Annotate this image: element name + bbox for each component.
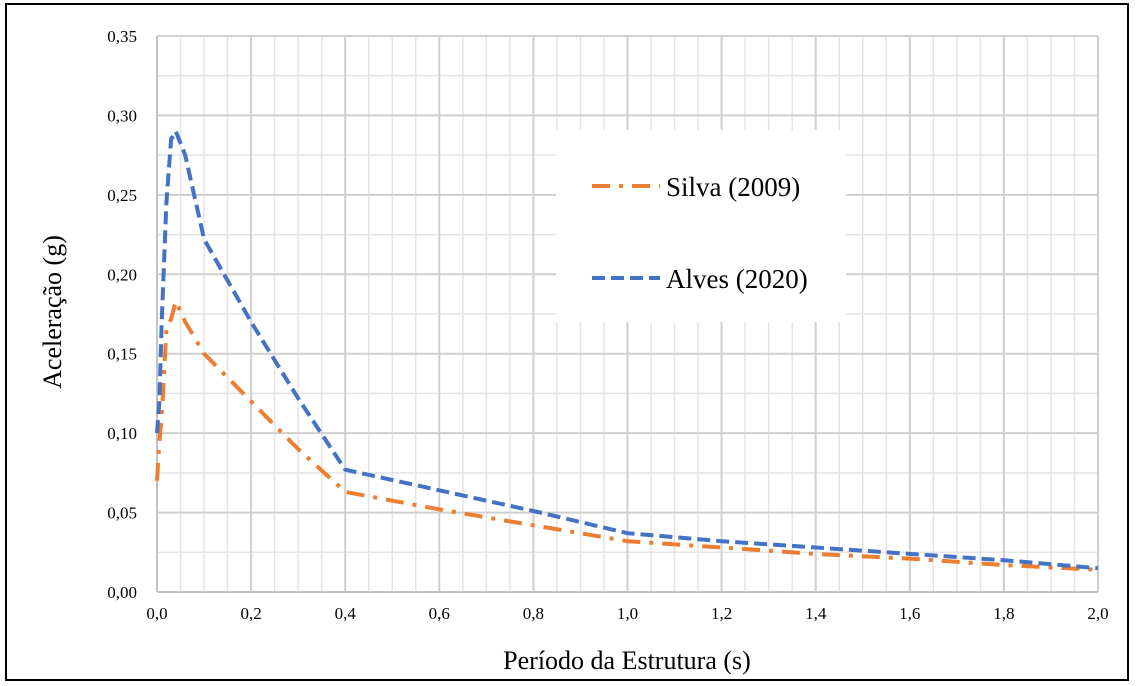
x-tick-label: 1,0 bbox=[617, 604, 638, 623]
series bbox=[155, 129, 1099, 572]
y-tick-label: 0,25 bbox=[107, 186, 137, 205]
y-tick-label: 0,10 bbox=[107, 424, 137, 443]
x-tick-label: 2,0 bbox=[1087, 604, 1108, 623]
legend: Silva (2009) Alves (2020) bbox=[592, 172, 808, 294]
x-tick-label: 0,0 bbox=[146, 604, 167, 623]
y-tick-label: 0,20 bbox=[107, 265, 137, 284]
x-tick-labels: 0,0 0,2 0,4 0,6 0,8 1,0 1,2 1,4 1,6 1,8 2,0 bbox=[146, 604, 1108, 623]
x-axis-title: Período da Estrutura (s) bbox=[503, 646, 751, 675]
legend-label-silva: Silva (2009) bbox=[666, 172, 800, 202]
x-tick-label: 0,4 bbox=[335, 604, 357, 623]
y-tick-label: 0,35 bbox=[107, 27, 137, 46]
x-tick-label: 1,4 bbox=[805, 604, 827, 623]
series-line-silva bbox=[155, 299, 1099, 572]
legend-background bbox=[556, 130, 846, 322]
y-axis-title: Aceleração (g) bbox=[38, 235, 67, 389]
legend-label-alves: Alves (2020) bbox=[666, 264, 808, 294]
x-tick-label: 1,6 bbox=[899, 604, 920, 623]
x-tick-label: 0,8 bbox=[523, 604, 544, 623]
y-tick-label: 0,05 bbox=[107, 504, 137, 523]
x-tick-label: 0,6 bbox=[429, 604, 450, 623]
x-tick-label: 1,8 bbox=[993, 604, 1014, 623]
x-tick-label: 0,2 bbox=[240, 604, 261, 623]
axes bbox=[156, 36, 1098, 593]
x-tick-label: 1,2 bbox=[711, 604, 732, 623]
y-tick-label: 0,00 bbox=[107, 583, 137, 602]
y-tick-labels: 0,00 0,05 0,10 0,15 0,20 0,25 0,30 0,35 bbox=[107, 27, 137, 602]
series-line-alves bbox=[155, 129, 1099, 571]
y-tick-label: 0,30 bbox=[107, 106, 137, 125]
y-tick-label: 0,15 bbox=[107, 345, 137, 364]
